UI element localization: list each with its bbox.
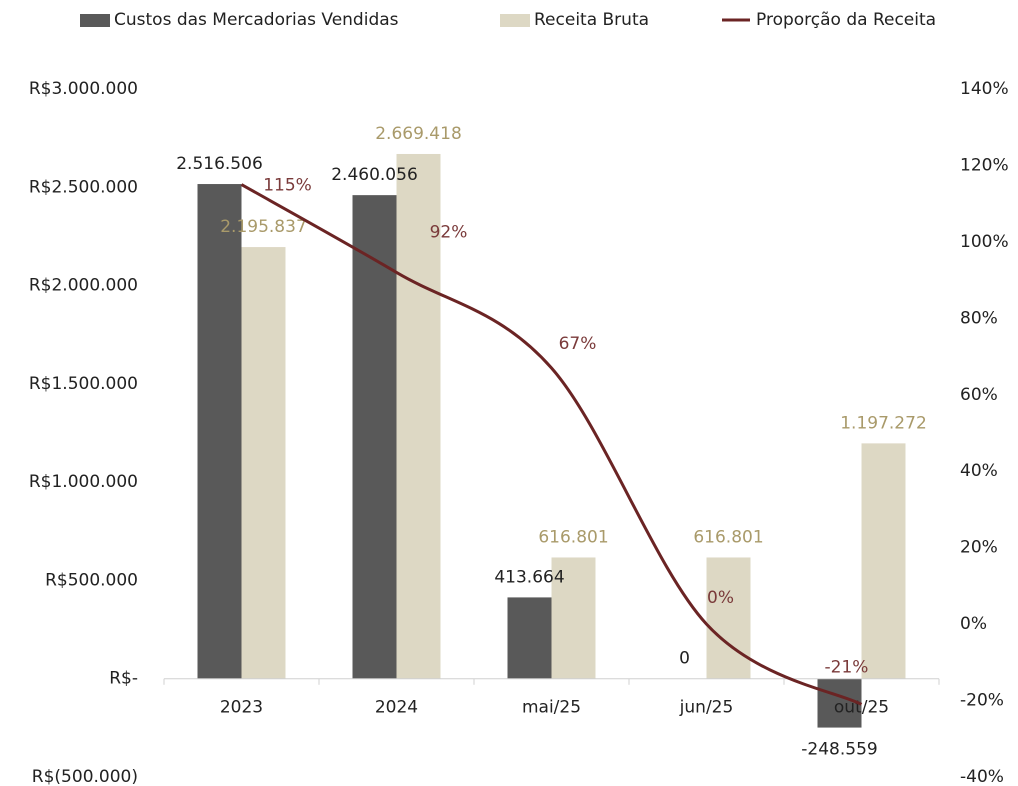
x-tick-label: 2024: [375, 698, 418, 718]
data-label: 0%: [707, 588, 734, 608]
data-label: 413.664: [494, 567, 564, 587]
data-label: 115%: [263, 176, 312, 196]
y-tick-label: R$1.000.000: [29, 472, 138, 492]
y-tick-label: R$2.000.000: [29, 276, 138, 296]
y-tick-label: R$500.000: [45, 570, 138, 590]
bar: [396, 153, 441, 679]
x-tick-label: jun/25: [679, 698, 734, 718]
line: [240, 183, 863, 706]
y-tick-label: R$-: [109, 669, 138, 689]
data-label: 616.801: [538, 527, 608, 547]
legend-swatch: [80, 14, 110, 27]
bar: [197, 184, 242, 679]
y2-tick-label: 140%: [960, 79, 1009, 99]
bar: [817, 678, 862, 728]
y2-tick-label: 20%: [960, 538, 998, 558]
y2-tick-label: 120%: [960, 155, 1009, 175]
y-tick-label: R$3.000.000: [29, 79, 138, 99]
data-label: 616.801: [693, 527, 763, 547]
data-label: 2.460.056: [331, 165, 418, 185]
legend-label: Receita Bruta: [534, 10, 649, 30]
y2-tick-label: -20%: [960, 691, 1004, 711]
bar: [706, 557, 751, 679]
data-label: 67%: [559, 334, 597, 354]
legend-swatch: [500, 14, 530, 27]
bar: [241, 247, 286, 679]
data-label: 2.669.418: [375, 124, 462, 144]
data-label: 92%: [430, 222, 468, 242]
bar: [551, 557, 596, 679]
y-tick-label: R$(500.000): [32, 767, 138, 786]
y2-tick-label: 60%: [960, 385, 998, 405]
y-tick-label: R$2.500.000: [29, 177, 138, 197]
x-tick-label: mai/25: [522, 698, 581, 718]
y2-tick-label: 100%: [960, 232, 1009, 252]
x-tick-label: 2023: [220, 698, 263, 718]
bar: [352, 195, 397, 679]
data-label: 2.195.837: [220, 217, 307, 237]
data-label: 0: [679, 649, 690, 669]
data-label: -21%: [825, 657, 869, 677]
y2-tick-label: 80%: [960, 308, 998, 328]
y2-tick-label: 40%: [960, 461, 998, 481]
bar: [507, 597, 552, 679]
y-tick-label: R$1.500.000: [29, 374, 138, 394]
legend-label: Proporção da Receita: [756, 10, 936, 30]
data-label: -248.559: [801, 740, 877, 760]
bar: [861, 443, 906, 679]
data-label: 1.197.272: [840, 413, 927, 433]
y2-tick-label: 0%: [960, 614, 987, 634]
y2-tick-label: -40%: [960, 767, 1004, 786]
legend-label: Custos das Mercadorias Vendidas: [114, 10, 399, 30]
x-tick-label: out/25: [834, 698, 889, 718]
data-label: 2.516.506: [176, 154, 263, 174]
